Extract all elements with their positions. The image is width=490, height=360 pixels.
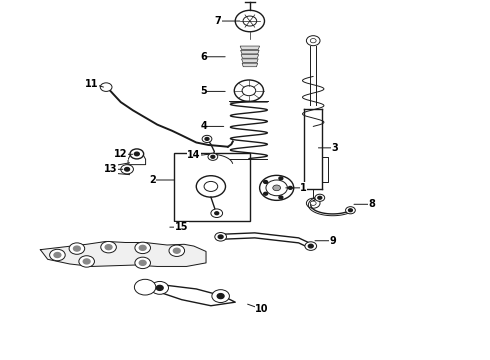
Circle shape <box>266 180 288 196</box>
Circle shape <box>173 248 180 253</box>
Text: 3: 3 <box>332 143 339 153</box>
Circle shape <box>202 135 212 143</box>
Text: 4: 4 <box>200 121 207 131</box>
Polygon shape <box>220 233 311 249</box>
Circle shape <box>105 245 112 249</box>
Circle shape <box>279 196 283 199</box>
Circle shape <box>204 181 218 192</box>
Circle shape <box>264 181 268 183</box>
Text: 10: 10 <box>255 304 269 314</box>
Circle shape <box>235 10 265 32</box>
Circle shape <box>315 194 325 201</box>
Polygon shape <box>242 63 258 67</box>
Circle shape <box>151 282 169 294</box>
Text: 12: 12 <box>114 149 127 159</box>
Circle shape <box>196 176 225 197</box>
Circle shape <box>348 209 352 212</box>
Circle shape <box>310 39 316 43</box>
Circle shape <box>243 16 257 26</box>
Circle shape <box>215 212 219 215</box>
Text: 9: 9 <box>329 236 336 246</box>
Text: 5: 5 <box>200 86 207 96</box>
Circle shape <box>212 290 229 302</box>
Text: 14: 14 <box>187 150 200 160</box>
Circle shape <box>308 244 313 248</box>
Circle shape <box>211 209 222 217</box>
Circle shape <box>156 285 163 291</box>
Circle shape <box>134 152 139 156</box>
Circle shape <box>139 246 146 250</box>
Circle shape <box>135 242 150 253</box>
Circle shape <box>264 192 268 195</box>
Circle shape <box>83 259 90 264</box>
Circle shape <box>318 196 322 199</box>
Circle shape <box>217 294 224 298</box>
Circle shape <box>288 186 292 189</box>
Text: 7: 7 <box>215 16 221 26</box>
Circle shape <box>69 243 85 254</box>
Circle shape <box>218 235 223 239</box>
Text: 8: 8 <box>368 199 375 209</box>
Text: 6: 6 <box>200 52 207 62</box>
Circle shape <box>273 185 281 191</box>
Circle shape <box>100 83 112 91</box>
Polygon shape <box>241 50 259 54</box>
Polygon shape <box>304 109 322 189</box>
Text: 13: 13 <box>104 164 118 174</box>
Text: 1: 1 <box>300 183 307 193</box>
Circle shape <box>279 177 283 180</box>
Polygon shape <box>40 242 206 266</box>
Circle shape <box>139 260 146 265</box>
Circle shape <box>310 201 316 205</box>
Bar <box>174 153 250 221</box>
Circle shape <box>208 153 218 160</box>
Circle shape <box>211 156 215 158</box>
Circle shape <box>124 167 129 171</box>
Circle shape <box>121 165 133 174</box>
Circle shape <box>54 252 61 257</box>
Circle shape <box>242 86 256 96</box>
Circle shape <box>306 36 320 46</box>
Circle shape <box>260 175 294 201</box>
Polygon shape <box>241 55 259 58</box>
Text: 15: 15 <box>175 222 189 232</box>
Polygon shape <box>310 46 316 105</box>
Circle shape <box>130 149 144 159</box>
Text: 11: 11 <box>85 78 98 89</box>
Circle shape <box>101 242 116 253</box>
Circle shape <box>306 198 320 208</box>
Circle shape <box>205 138 209 140</box>
Polygon shape <box>240 46 260 50</box>
Polygon shape <box>322 157 328 182</box>
Circle shape <box>345 207 355 214</box>
Circle shape <box>135 257 150 269</box>
Circle shape <box>169 245 185 256</box>
Text: 2: 2 <box>149 175 156 185</box>
Circle shape <box>134 279 156 295</box>
Circle shape <box>215 233 226 241</box>
Circle shape <box>49 249 65 261</box>
Circle shape <box>305 242 317 250</box>
Circle shape <box>74 246 80 251</box>
Polygon shape <box>242 59 258 63</box>
Polygon shape <box>157 285 235 306</box>
Circle shape <box>79 256 95 267</box>
Circle shape <box>234 80 264 102</box>
